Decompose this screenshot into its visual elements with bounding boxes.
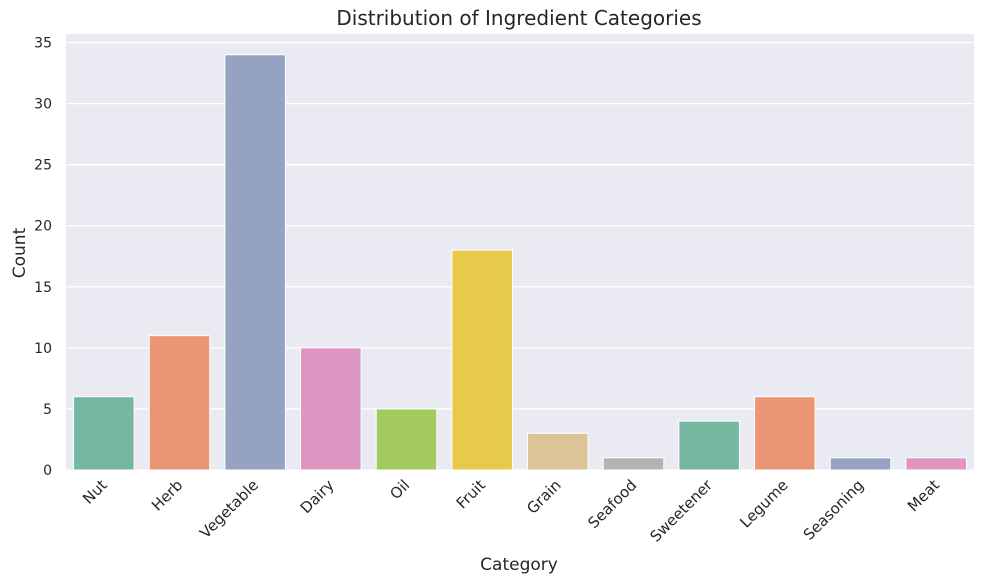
bar-meat <box>905 457 967 471</box>
y-tick-label: 5 <box>43 402 52 418</box>
x-tick-label: Oil <box>386 476 413 503</box>
gridlines <box>66 41 974 471</box>
x-tick-label: Grain <box>523 476 564 517</box>
y-tick-label: 15 <box>34 280 52 296</box>
y-tick-labels: 0 5 10 15 20 25 30 35 <box>34 36 52 479</box>
bar-seafood <box>602 457 665 471</box>
x-tick-label: Sweetener <box>647 476 717 546</box>
bar-herb <box>148 335 211 471</box>
x-tick-label: Seasoning <box>800 476 868 544</box>
bar-sweetener <box>678 420 740 471</box>
x-tick-label: Vegetable <box>196 476 262 542</box>
y-tick-label: 25 <box>34 158 52 174</box>
y-tick-label: 30 <box>34 97 52 113</box>
plot-area <box>66 34 974 470</box>
bar-vegetable <box>224 54 286 471</box>
y-tick-label: 10 <box>34 341 52 357</box>
x-tick-label: Dairy <box>297 476 338 517</box>
bar-grain <box>527 432 589 471</box>
x-tick-label: Legume <box>736 476 791 531</box>
chart-title: Distribution of Ingredient Categories <box>336 6 701 30</box>
y-tick-label: 0 <box>43 463 52 479</box>
bar-seasoning <box>829 457 892 471</box>
x-tick-label: Nut <box>79 476 111 508</box>
bar-legume <box>754 396 816 471</box>
x-tick-label: Fruit <box>453 476 489 512</box>
x-tick-label: Seafood <box>584 476 640 532</box>
x-tick-labels: Nut Herb Vegetable Dairy Oil Fruit Grain Seafoo… <box>79 476 943 546</box>
x-tick-label: Herb <box>148 476 186 514</box>
bar-nut <box>73 396 135 471</box>
y-axis-label: Count <box>10 227 30 278</box>
bars <box>73 54 967 471</box>
bar-dairy <box>300 347 362 471</box>
bar-oil <box>375 408 438 471</box>
x-axis-label: Category <box>480 555 558 575</box>
y-tick-label: 20 <box>34 219 52 235</box>
x-tick-label: Meat <box>904 476 943 515</box>
y-tick-label: 35 <box>34 36 52 52</box>
bar-fruit <box>451 249 513 471</box>
